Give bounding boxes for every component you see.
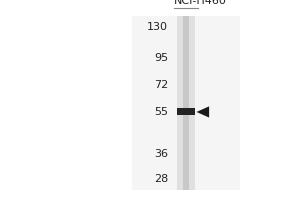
Text: 72: 72 — [154, 80, 168, 90]
Text: NCI-H460: NCI-H460 — [174, 0, 227, 6]
Bar — [132, 16, 240, 190]
Text: 28: 28 — [154, 174, 168, 184]
Text: 130: 130 — [147, 22, 168, 32]
Polygon shape — [196, 106, 209, 118]
Text: 95: 95 — [154, 53, 168, 63]
Text: 36: 36 — [154, 149, 168, 159]
Bar — [177, 16, 195, 190]
Bar — [177, 108, 195, 115]
Text: 55: 55 — [154, 107, 168, 117]
Bar — [183, 16, 189, 190]
